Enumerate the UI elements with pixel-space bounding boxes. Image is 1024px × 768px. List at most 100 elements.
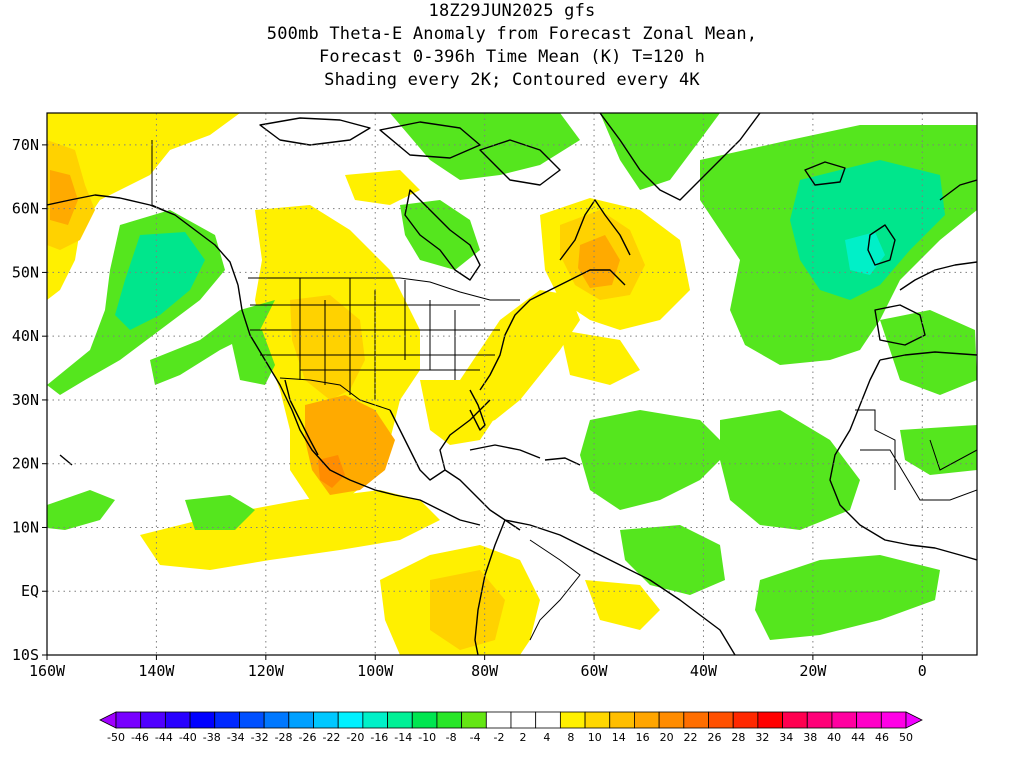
- coast-africa-north: [879, 351, 977, 361]
- colorbar-swatch: [584, 711, 611, 729]
- title-date-model: 18Z29JUN2025 gfs: [428, 1, 596, 21]
- coast-arctic-islands-2: [379, 121, 481, 159]
- colorbar-swatch: [510, 711, 537, 729]
- colorbar-label: -16: [370, 731, 388, 744]
- colorbar-swatch: [387, 711, 413, 729]
- y-tick-label: 40N: [12, 327, 39, 345]
- colorbar-label: -32: [251, 731, 269, 744]
- colorbar-label: 20: [660, 731, 674, 744]
- cool-anomaly-west-africa: [720, 410, 860, 530]
- warm-anomaly-atlantic-south: [585, 580, 660, 630]
- warm-anomaly-east-pacific: [140, 490, 440, 570]
- map-frame: [46, 112, 978, 656]
- coast-caribbean-cuba: [469, 444, 541, 459]
- y-tick-label: 30N: [12, 391, 39, 409]
- colorbar-label: 44: [851, 731, 865, 744]
- colorbar-swatch: [856, 711, 882, 729]
- colorbar-label: -26: [299, 731, 317, 744]
- x-tick-label: 40W: [690, 662, 718, 680]
- cool-anomaly-gulf-of-alaska-core: [115, 232, 205, 330]
- cool-anomaly-hudson-bay: [400, 200, 480, 270]
- colorbar-label: 50: [899, 731, 913, 744]
- coast-florida: [469, 389, 486, 431]
- coast-hudson-bay: [404, 189, 481, 281]
- coast-south-america-west: [474, 519, 506, 655]
- coast-british-isles: [867, 224, 896, 266]
- border-us-states-2: [250, 304, 500, 371]
- border-south-america: [529, 539, 581, 641]
- coast-north-america-west: [237, 284, 481, 526]
- cool-anomaly-north-atlantic-core: [790, 160, 945, 300]
- colorbar-swatch: [461, 711, 487, 729]
- warm-anomaly-alaska-coast: [47, 113, 240, 300]
- cool-anomaly-tropical-atlantic: [580, 410, 730, 510]
- colorbar-label: -50: [107, 731, 125, 744]
- title-block: 18Z29JUN2025 gfs 500mb Theta-E Anomaly f…: [0, 0, 1024, 92]
- colorbar-label: 10: [588, 731, 602, 744]
- colorbar-label: -20: [346, 731, 364, 744]
- coast-south-america: [504, 519, 736, 655]
- cool-anomaly-central-pacific: [47, 490, 115, 530]
- colorbar-swatch: [757, 711, 783, 729]
- colorbar-swatch: [214, 711, 240, 729]
- negative-anomalies: [47, 113, 977, 640]
- colorbar-label: -46: [131, 731, 149, 744]
- y-tick-label: 10S: [12, 646, 39, 664]
- colorbar-label: 4: [543, 731, 550, 744]
- colorbar-swatch: [411, 711, 438, 729]
- colorbar-swatch: [436, 711, 463, 729]
- colorbar-label: -22: [322, 731, 340, 744]
- colorbar-swatch: [337, 711, 364, 729]
- coast-europe: [899, 261, 977, 291]
- y-tick-label: EQ: [21, 582, 39, 600]
- colorbar-swatch: [362, 711, 388, 729]
- anomaly-shading: [47, 113, 977, 655]
- axis-ticks: [42, 144, 923, 660]
- colorbar-swatch: [313, 711, 339, 729]
- x-tick-label: 160W: [29, 662, 66, 680]
- colorbar-swatch: [559, 711, 586, 729]
- y-tick-label: 70N: [12, 136, 39, 154]
- colorbar-label: 26: [707, 731, 721, 744]
- colorbar-swatch: [708, 711, 734, 729]
- colorbar-label: 14: [612, 731, 626, 744]
- colorbar-swatch: [732, 711, 759, 729]
- coast-baffin-island: [479, 139, 561, 186]
- title-shading-note: Shading every 2K; Contoured every 4K: [324, 70, 700, 90]
- cool-anomaly-brazil: [620, 525, 725, 595]
- colorbar: -50 -46 -44 -40 -38 -34 -32 -28 -26 -22 -20 -16 -14-…: [99, 711, 923, 744]
- colorbar-label: -2: [494, 731, 505, 744]
- warm-anomaly-bay: [345, 170, 420, 205]
- coast-iceland: [804, 161, 846, 186]
- coast-greenland: [599, 113, 761, 201]
- x-tick-label: 20W: [799, 662, 827, 680]
- colorbar-high-arrow: [905, 711, 923, 729]
- colorbar-low-arrow: [99, 711, 117, 729]
- colorbar-label: 28: [731, 731, 745, 744]
- coast-scandinavia: [939, 179, 977, 201]
- y-tick-label: 20N: [12, 455, 39, 473]
- x-tick-label: 60W: [581, 662, 609, 680]
- colorbar-label: -40: [179, 731, 197, 744]
- colorbar-swatch: [634, 711, 660, 729]
- colorbar-label: 40: [827, 731, 841, 744]
- colorbar-label: 16: [636, 731, 650, 744]
- colorbar-label: -38: [203, 731, 221, 744]
- border-us-canada: [248, 277, 520, 301]
- y-tick-label: 60N: [12, 200, 39, 218]
- cool-anomaly-east-pacific-tropics: [185, 495, 255, 530]
- border-africa-2: [860, 449, 977, 501]
- warm-anomaly-south-america-core: [430, 570, 505, 650]
- colorbar-label: 22: [684, 731, 698, 744]
- colorbar-label: -14: [394, 731, 412, 744]
- lat-lon-grid: [47, 113, 977, 655]
- colorbar-label: -28: [275, 731, 293, 744]
- coast-iberia: [874, 304, 926, 346]
- colorbar-label: 32: [755, 731, 769, 744]
- colorbar-swatch: [683, 711, 709, 729]
- cool-anomaly-north-pacific: [150, 300, 275, 385]
- cool-anomaly-west-coast: [230, 330, 275, 385]
- colorbar-swatch: [263, 711, 290, 729]
- y-tick-label: 50N: [12, 263, 39, 281]
